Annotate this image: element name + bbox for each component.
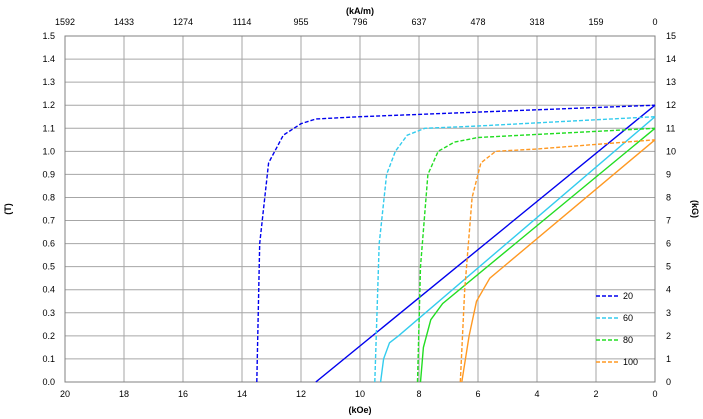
y-right-axis-title: (kG) [690,200,700,218]
intrinsic-curve-20 [256,104,656,383]
legend-label-20: 20 [623,291,633,301]
y-left-tick-label: 1.0 [42,146,55,156]
y-right-tick-label: 2 [666,331,671,341]
y-right-tick-label: 11 [666,123,675,133]
y-right-tick-label: 9 [666,169,671,179]
y-left-tick-label: 0.2 [42,331,55,341]
y-right-tick-label: 15 [666,31,676,41]
normal-curve-80 [419,127,656,383]
tick-labels: 2015921814331612741411141295510796863764… [42,17,676,399]
curves [256,104,656,383]
x-bottom-tick-label: 18 [119,389,129,399]
x-top-tick-label: 796 [352,17,367,27]
x-top-tick-label: 1274 [173,17,193,27]
y-left-tick-label: 0.4 [42,285,55,295]
y-right-tick-label: 3 [666,308,671,318]
y-right-tick-label: 1 [666,354,671,364]
y-left-tick-label: 0.1 [42,354,55,364]
y-right-tick-label: 6 [666,239,671,249]
y-right-tick-label: 0 [666,377,671,387]
y-left-tick-label: 0.9 [42,169,55,179]
x-bottom-tick-label: 2 [593,389,598,399]
intrinsic-curve-100 [459,139,656,383]
y-left-axis-title: (T) [3,203,13,215]
y-left-tick-label: 1.2 [42,100,55,110]
y-right-tick-label: 8 [666,192,671,202]
x-bottom-tick-label: 12 [296,389,306,399]
x-top-tick-label: 1592 [55,17,75,27]
x-top-tick-label: 1114 [233,17,252,27]
y-left-tick-label: 0.6 [42,239,55,249]
legend-label-60: 60 [623,313,633,323]
y-left-tick-label: 0.3 [42,308,55,318]
y-left-tick-label: 0.0 [42,377,55,387]
plot-area-border [64,35,656,383]
y-left-tick-label: 1.4 [42,54,55,64]
y-left-tick-label: 1.1 [42,123,55,133]
x-bottom-axis-title: (kOe) [348,405,371,415]
x-bottom-tick-label: 10 [355,389,365,399]
x-bottom-tick-label: 0 [652,389,657,399]
legend: 20 60 80 100 [596,291,638,367]
legend-label-100: 100 [623,357,638,367]
x-top-tick-label: 955 [293,17,308,27]
legend-label-80: 80 [623,335,633,345]
x-bottom-tick-label: 14 [237,389,247,399]
x-bottom-tick-label: 20 [60,389,70,399]
intrinsic-curve-60 [374,116,656,383]
intrinsic-curve-80 [416,127,656,383]
normal-curve-60 [379,116,656,383]
y-left-tick-label: 0.8 [42,192,55,202]
x-bottom-tick-label: 8 [416,389,421,399]
normal-curve-20 [315,104,656,383]
y-left-tick-label: 1.3 [42,77,55,87]
y-right-tick-label: 4 [666,285,671,295]
x-bottom-tick-label: 6 [475,389,480,399]
x-bottom-tick-label: 16 [178,389,188,399]
y-left-tick-label: 0.5 [42,262,55,272]
x-top-axis-title: (kA/m) [346,6,374,16]
x-top-tick-label: 318 [529,17,544,27]
y-left-tick-label: 1.5 [42,31,55,41]
y-right-tick-label: 7 [666,216,671,226]
x-top-tick-label: 0 [652,17,657,27]
x-top-tick-label: 159 [588,17,603,27]
y-right-tick-label: 14 [666,54,676,64]
x-bottom-tick-label: 4 [534,389,539,399]
x-top-tick-label: 637 [411,17,426,27]
y-right-tick-label: 12 [666,100,676,110]
y-right-tick-label: 5 [666,262,671,272]
x-top-tick-label: 478 [470,17,485,27]
y-right-tick-label: 10 [666,146,676,156]
y-right-tick-label: 13 [666,77,676,87]
normal-curve-100 [461,139,656,383]
y-left-tick-label: 0.7 [42,216,55,226]
x-top-tick-label: 1433 [114,17,134,27]
